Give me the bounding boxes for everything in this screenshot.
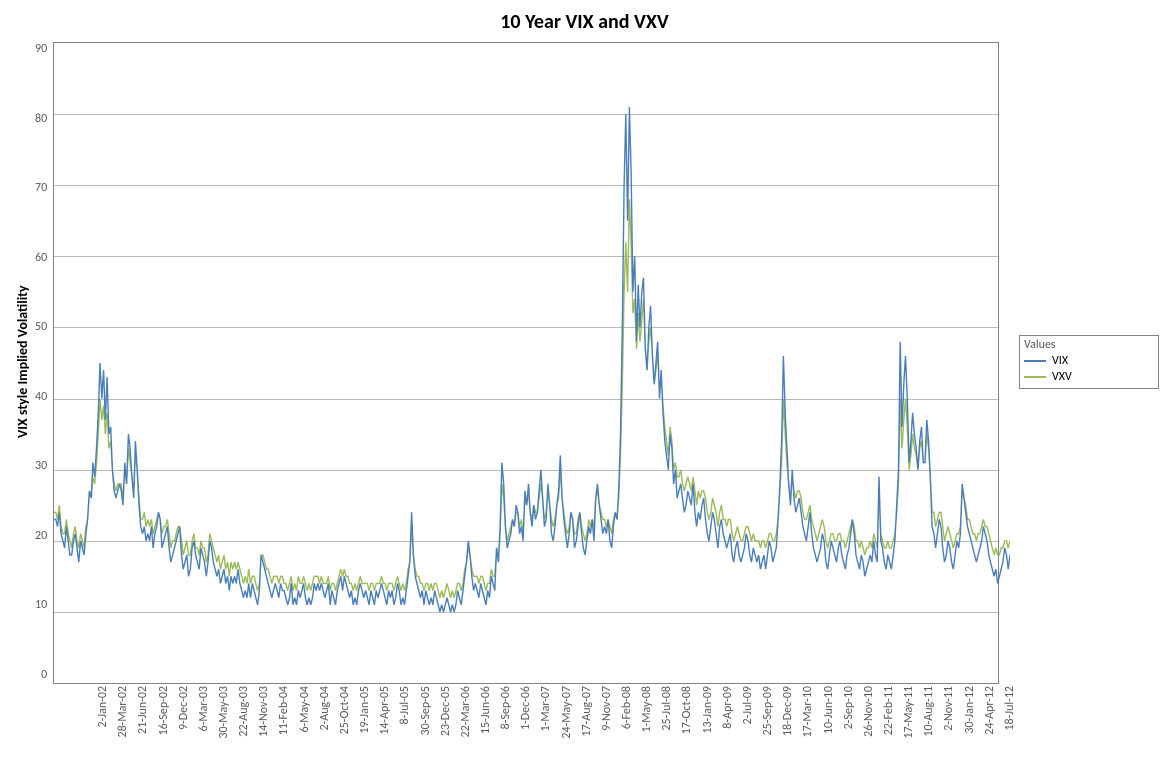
x-tick: 8-Apr-09 xyxy=(721,686,735,729)
y-tick: 70 xyxy=(35,181,47,195)
x-tick: 8-Jul-05 xyxy=(398,686,412,724)
x-tick: 2-Nov-11 xyxy=(942,686,956,731)
legend-items: VIX VXV xyxy=(1024,354,1154,384)
x-tick: 17-Aug-07 xyxy=(580,686,594,737)
x-tick: 21-Jun-02 xyxy=(136,686,150,734)
x-tick: 2-Jul-09 xyxy=(741,686,755,724)
x-tick: 15-Jun-06 xyxy=(479,686,493,734)
x-tick: 24-May-07 xyxy=(560,686,574,739)
x-tick: 2-Jan-02 xyxy=(96,686,110,727)
y-axis-ticks: 90 80 70 60 50 40 30 20 10 0 xyxy=(35,42,53,682)
legend-item-vxv: VXV xyxy=(1024,370,1154,384)
x-tick: 14-Apr-05 xyxy=(378,686,392,735)
legend-swatch xyxy=(1024,360,1046,362)
x-tick: 6-Mar-03 xyxy=(197,686,211,731)
y-axis-label: VIX style Implied Volatility xyxy=(10,232,35,492)
plot-region xyxy=(53,42,999,684)
x-tick: 10-Jun-10 xyxy=(822,686,836,734)
y-tick: 60 xyxy=(35,251,47,265)
x-tick: 26-Nov-10 xyxy=(862,686,876,737)
x-tick: 2-Sep-10 xyxy=(842,686,856,729)
x-tick: 23-Dec-05 xyxy=(439,686,453,736)
x-tick: 1-Dec-06 xyxy=(519,686,533,730)
x-tick: 10-Aug-11 xyxy=(922,686,936,737)
legend-label: VXV xyxy=(1052,370,1072,384)
y-tick: 80 xyxy=(35,112,47,126)
y-tick: 90 xyxy=(35,42,47,56)
legend-box: Values VIX VXV xyxy=(1019,335,1159,389)
x-tick: 28-Mar-02 xyxy=(116,686,130,738)
y-tick: 20 xyxy=(35,529,47,543)
x-tick: 9-Nov-07 xyxy=(600,686,614,731)
x-tick: 6-May-04 xyxy=(298,686,312,733)
y-tick: 30 xyxy=(35,459,47,473)
x-tick: 22-Feb-11 xyxy=(882,686,896,735)
x-tick: 16-Sep-02 xyxy=(157,686,171,735)
x-tick: 22-Mar-06 xyxy=(459,686,473,738)
x-tick: 30-Sep-05 xyxy=(419,686,433,735)
x-tick: 25-Oct-04 xyxy=(338,686,352,734)
x-tick: 30-Jan-12 xyxy=(963,686,977,734)
x-tick: 11-Feb-04 xyxy=(277,686,291,735)
y-tick: 10 xyxy=(35,598,47,612)
x-tick: 25-Sep-09 xyxy=(761,686,775,735)
series-vix xyxy=(54,107,1010,612)
legend-title: Values xyxy=(1024,338,1154,352)
legend-label: VIX xyxy=(1052,354,1068,368)
x-tick: 1-May-08 xyxy=(640,686,654,733)
x-tick: 17-May-11 xyxy=(902,686,916,739)
chart-title: 10 Year VIX and VXV xyxy=(10,10,1159,34)
x-axis-ticks: 2-Jan-02 28-Mar-02 21-Jun-02 16-Sep-02 9-Dec… xyxy=(82,682,1009,772)
series-vxv xyxy=(54,199,1010,597)
x-tick: 2-Aug-04 xyxy=(318,686,332,731)
plot-area: VIX style Implied Volatility 90 80 70 60 50 4… xyxy=(10,42,1159,682)
x-tick: 18-Dec-09 xyxy=(781,686,795,736)
y-tick: 0 xyxy=(35,668,47,682)
vix-vxv-chart: 10 Year VIX and VXV VIX style Implied Vo… xyxy=(10,10,1159,772)
x-tick: 8-Sep-06 xyxy=(499,686,513,729)
x-tick: 24-Apr-12 xyxy=(983,686,997,735)
x-tick: 13-Jan-09 xyxy=(701,686,715,734)
x-tick: 25-Jul-08 xyxy=(660,686,674,731)
y-tick: 50 xyxy=(35,320,47,334)
legend-swatch xyxy=(1024,376,1046,378)
x-tick: 17-Mar-10 xyxy=(801,686,815,738)
x-tick: 1-Mar-07 xyxy=(539,686,553,731)
line-series-svg xyxy=(54,43,1010,683)
x-tick: 6-Feb-08 xyxy=(620,686,634,729)
x-tick: 17-Oct-08 xyxy=(680,686,694,734)
x-tick: 9-Dec-02 xyxy=(177,686,191,730)
x-tick: 22-Aug-03 xyxy=(237,686,251,737)
y-tick: 40 xyxy=(35,390,47,404)
x-tick: 30-May-03 xyxy=(217,686,231,739)
x-tick: 18-Jul-12 xyxy=(1003,686,1017,731)
x-tick: 14-Nov-03 xyxy=(257,686,271,737)
legend-item-vix: VIX xyxy=(1024,354,1154,368)
x-tick: 19-Jan-05 xyxy=(358,686,372,734)
